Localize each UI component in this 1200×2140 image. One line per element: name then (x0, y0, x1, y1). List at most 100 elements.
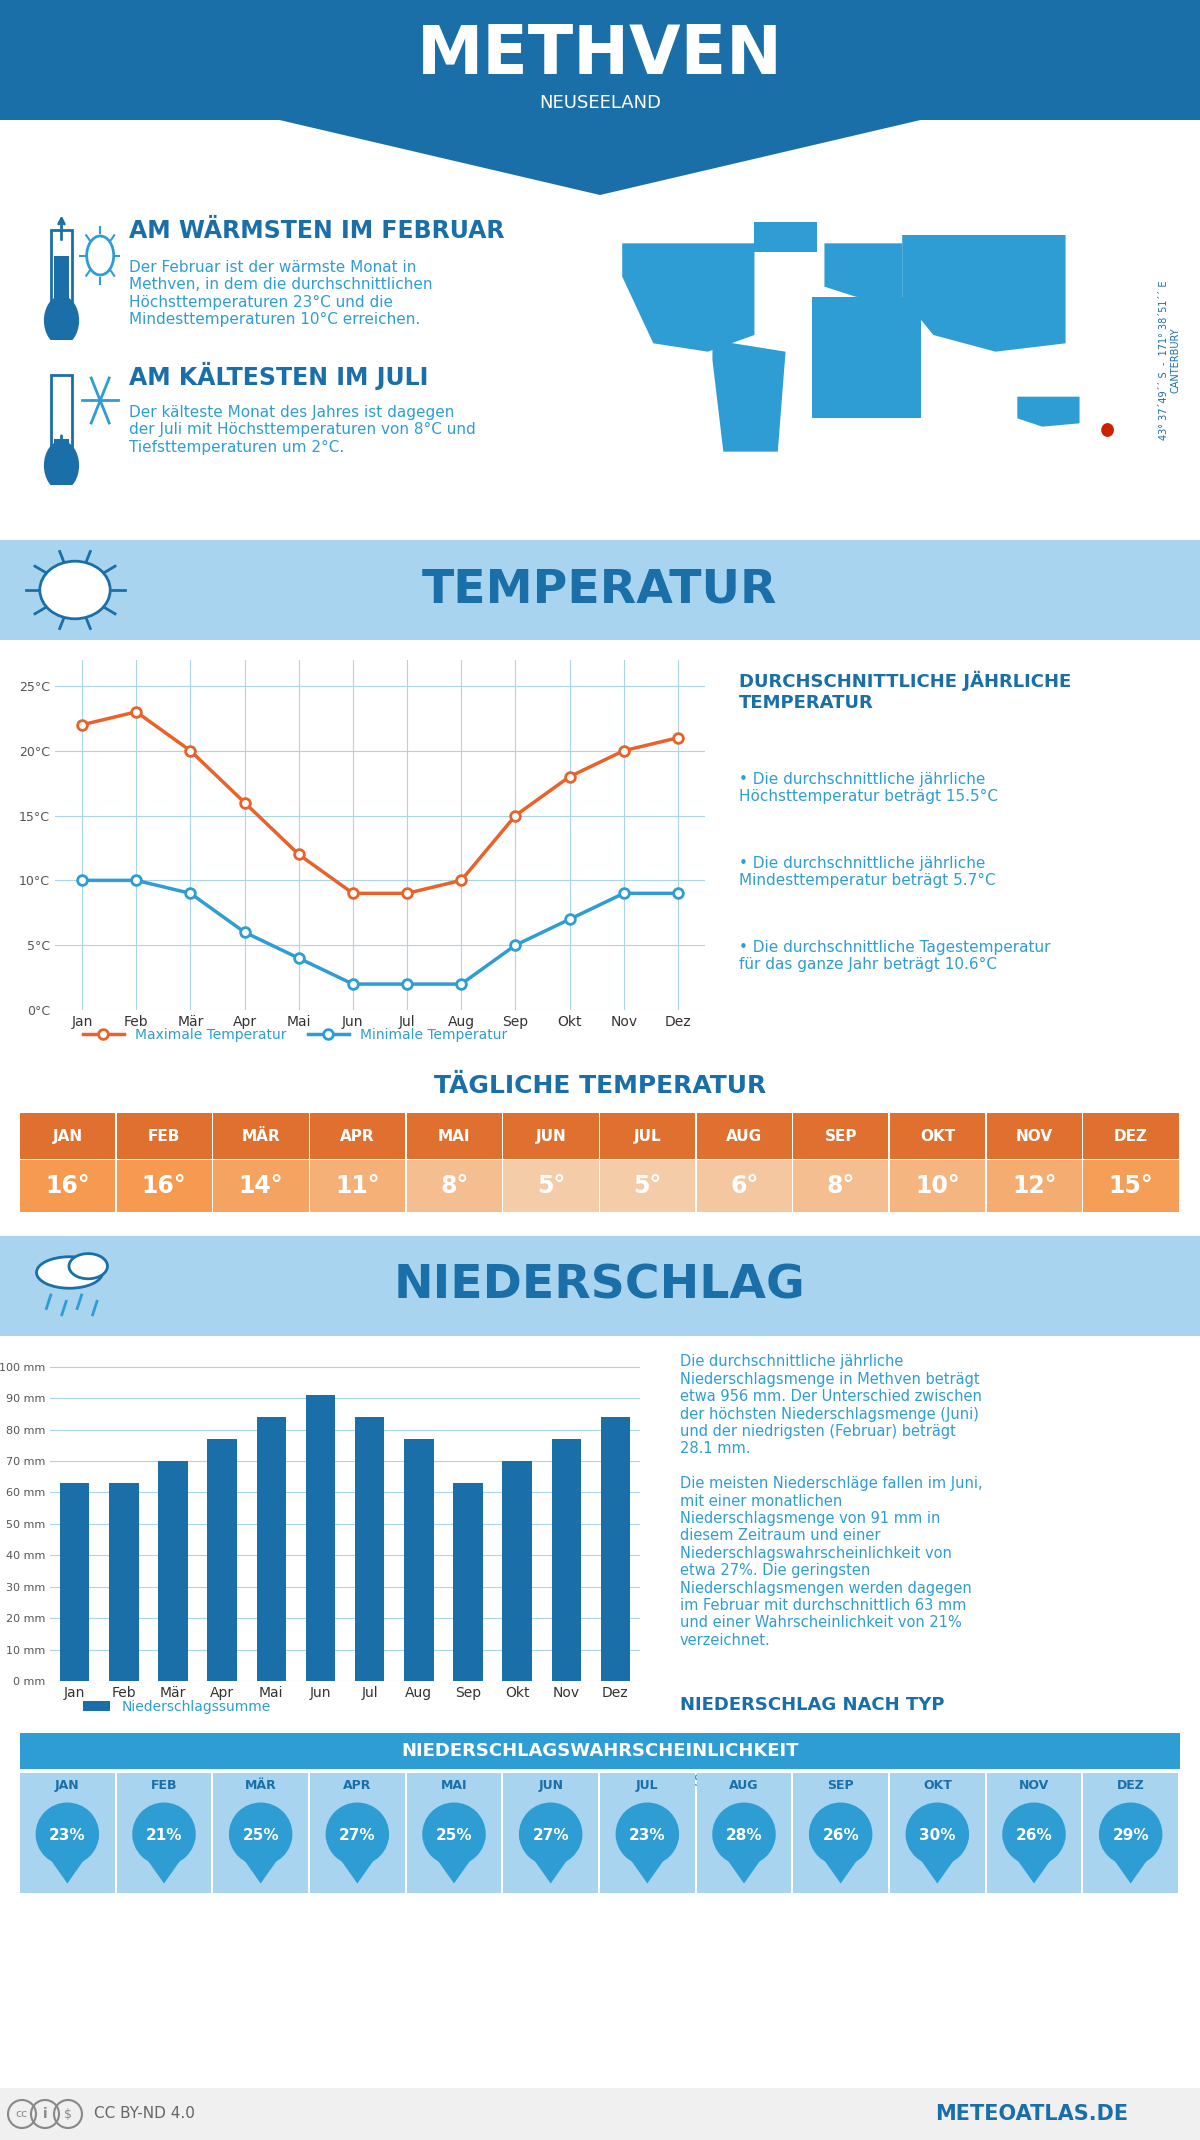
Ellipse shape (36, 1256, 102, 1288)
Text: NEUSEELAND: NEUSEELAND (539, 94, 661, 111)
Polygon shape (713, 1838, 775, 1883)
Text: METEOATLAS.DE: METEOATLAS.DE (936, 2104, 1128, 2125)
Polygon shape (132, 1838, 196, 1883)
Bar (601, 1417, 630, 1682)
Text: AUG: AUG (726, 1128, 762, 1143)
Text: CC BY-ND 4.0: CC BY-ND 4.0 (94, 2106, 194, 2121)
Text: JUL: JUL (634, 1128, 661, 1143)
Text: OKT: OKT (920, 1128, 955, 1143)
Polygon shape (902, 235, 1066, 351)
Text: 23%: 23% (49, 1828, 85, 1843)
Text: 25%: 25% (436, 1828, 473, 1843)
Polygon shape (229, 1838, 293, 1883)
Text: NIEDERSCHLAG NACH TYP: NIEDERSCHLAG NACH TYP (680, 1695, 944, 1714)
Text: AM KÄLTESTEN IM JULI: AM KÄLTESTEN IM JULI (130, 362, 428, 389)
Text: MÄR: MÄR (241, 1128, 281, 1143)
Polygon shape (713, 340, 786, 452)
Text: • Die durchschnittliche jährliche
Mindesttemperatur beträgt 5.7°C: • Die durchschnittliche jährliche Mindes… (739, 856, 996, 888)
Text: 8°: 8° (440, 1175, 468, 1198)
Text: 23%: 23% (629, 1828, 666, 1843)
Text: DURCHSCHNITTLICHE JÄHRLICHE
TEMPERATUR: DURCHSCHNITTLICHE JÄHRLICHE TEMPERATUR (739, 670, 1072, 710)
Bar (404, 1438, 433, 1682)
Polygon shape (1099, 1838, 1163, 1883)
Text: DEZ: DEZ (1117, 1778, 1145, 1791)
Bar (355, 1417, 384, 1682)
Text: OKT: OKT (923, 1778, 952, 1791)
Polygon shape (54, 255, 68, 321)
Text: Der Februar ist der wärmste Monat in
Methven, in dem die durchschnittlichen
Höch: Der Februar ist der wärmste Monat in Met… (128, 259, 432, 327)
Text: • Die durchschnittliche jährliche
Höchsttemperatur beträgt 15.5°C: • Die durchschnittliche jährliche Höchst… (739, 773, 997, 805)
Text: JUL: JUL (636, 1778, 659, 1791)
Text: FEB: FEB (151, 1778, 178, 1791)
Text: 27%: 27% (340, 1828, 376, 1843)
Text: JAN: JAN (53, 1128, 83, 1143)
Polygon shape (906, 1838, 970, 1883)
Polygon shape (809, 1838, 872, 1883)
Circle shape (36, 1802, 100, 1866)
Legend: Maximale Temperatur, Minimale Temperatur: Maximale Temperatur, Minimale Temperatur (77, 1023, 514, 1049)
Text: • Schnee: 7%: • Schnee: 7% (680, 1774, 785, 1789)
Circle shape (1099, 422, 1115, 439)
Polygon shape (616, 1838, 679, 1883)
Bar (109, 1483, 138, 1682)
Circle shape (713, 1802, 775, 1866)
Text: i: i (43, 2108, 47, 2121)
Text: MAI: MAI (440, 1778, 467, 1791)
Bar (257, 1417, 286, 1682)
Text: 12°: 12° (1012, 1175, 1056, 1198)
Bar (503, 1462, 532, 1682)
Polygon shape (755, 223, 817, 253)
Bar (208, 1438, 236, 1682)
Circle shape (422, 1802, 486, 1866)
Polygon shape (325, 1838, 389, 1883)
Text: MÄR: MÄR (245, 1778, 276, 1791)
Ellipse shape (68, 1254, 108, 1280)
Text: Die durchschnittliche jährliche
Niederschlagsmenge in Methven beträgt
etwa 956 m: Die durchschnittliche jährliche Niedersc… (680, 1355, 983, 1648)
Circle shape (46, 297, 78, 345)
Bar (552, 1438, 581, 1682)
Text: NOV: NOV (1019, 1778, 1049, 1791)
Text: TÄGLICHE TEMPERATUR: TÄGLICHE TEMPERATUR (434, 1074, 766, 1098)
Text: 15°: 15° (1109, 1175, 1153, 1198)
Text: Der kälteste Monat des Jahres ist dagegen
der Juli mit Höchsttemperaturen von 8°: Der kälteste Monat des Jahres ist dagege… (128, 404, 475, 454)
Polygon shape (250, 0, 950, 195)
Text: FEB: FEB (148, 1128, 180, 1143)
Bar (454, 1483, 482, 1682)
Circle shape (1002, 1802, 1066, 1866)
Circle shape (809, 1802, 872, 1866)
Text: 11°: 11° (335, 1175, 380, 1198)
Bar (158, 1462, 187, 1682)
Circle shape (906, 1802, 970, 1866)
Polygon shape (1002, 1838, 1066, 1883)
Text: 10°: 10° (916, 1175, 960, 1198)
Circle shape (132, 1802, 196, 1866)
Bar (60, 1483, 89, 1682)
Text: 6°: 6° (730, 1175, 758, 1198)
Text: JUN: JUN (535, 1128, 566, 1143)
Text: 8°: 8° (827, 1175, 856, 1198)
Circle shape (86, 235, 114, 276)
Text: SEP: SEP (827, 1778, 854, 1791)
Text: AM WÄRMSTEN IM FEBRUAR: AM WÄRMSTEN IM FEBRUAR (130, 218, 505, 244)
Polygon shape (422, 1838, 486, 1883)
Text: NIEDERSCHLAG: NIEDERSCHLAG (394, 1263, 806, 1308)
Text: DEZ: DEZ (1114, 1128, 1148, 1143)
Circle shape (518, 1802, 582, 1866)
Text: 26%: 26% (1015, 1828, 1052, 1843)
Text: NIEDERSCHLAGSWAHRSCHEINLICHKEIT: NIEDERSCHLAGSWAHRSCHEINLICHKEIT (401, 1742, 799, 1759)
Text: $: $ (64, 2108, 72, 2121)
Text: cc: cc (16, 2110, 28, 2119)
Polygon shape (623, 244, 755, 351)
Text: NOV: NOV (1015, 1128, 1052, 1143)
Polygon shape (1018, 396, 1080, 426)
Circle shape (616, 1802, 679, 1866)
Circle shape (229, 1802, 293, 1866)
Polygon shape (36, 1838, 100, 1883)
Legend: Niederschlagssumme: Niederschlagssumme (77, 1695, 276, 1718)
Bar (306, 1395, 335, 1682)
Text: APR: APR (341, 1128, 374, 1143)
Text: 29%: 29% (1112, 1828, 1148, 1843)
Text: 5°: 5° (536, 1175, 565, 1198)
Text: AUG: AUG (730, 1778, 758, 1791)
Circle shape (325, 1802, 389, 1866)
